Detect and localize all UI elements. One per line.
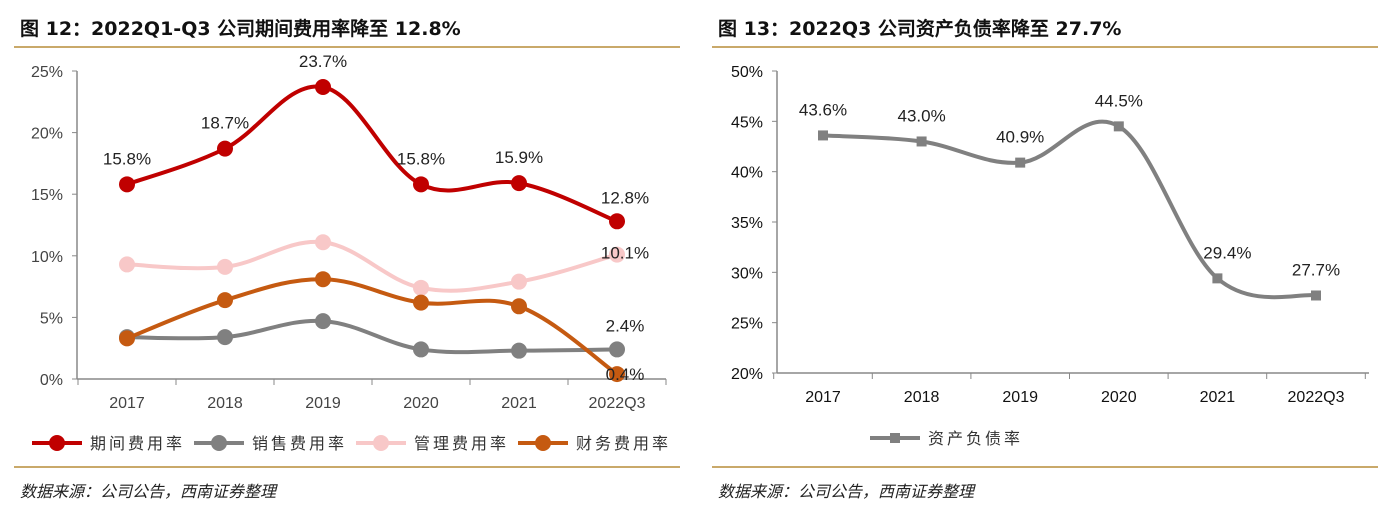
legend-marker <box>49 435 65 451</box>
data-label: 44.5% <box>1095 91 1143 110</box>
x-tick-label: 2017 <box>805 389 841 406</box>
data-label: 2.4% <box>606 316 645 335</box>
data-point <box>1015 157 1026 168</box>
y-tick-label: 45% <box>731 114 763 131</box>
y-tick-label: 40% <box>731 165 763 182</box>
legend-marker <box>211 435 227 451</box>
data-point <box>413 176 429 193</box>
data-point <box>609 341 625 358</box>
legend-marker <box>890 433 900 443</box>
x-tick-label: 2022Q3 <box>589 395 646 412</box>
data-point <box>315 313 331 330</box>
legend-label: 期间费用率 <box>90 435 185 453</box>
data-label: 43.0% <box>897 106 945 125</box>
data-label: 15.8% <box>397 149 445 168</box>
title-rule-left <box>14 46 680 48</box>
y-tick-label: 25% <box>731 316 763 333</box>
series-line-销售费用率 <box>126 318 618 355</box>
data-point <box>413 341 429 358</box>
data-point <box>916 136 927 147</box>
data-point <box>1113 121 1124 132</box>
y-tick-label: 20% <box>31 126 63 143</box>
data-point <box>217 292 233 309</box>
legend-label: 财务费用率 <box>576 435 671 453</box>
data-point <box>413 279 429 296</box>
data-point <box>1212 273 1223 284</box>
y-tick-label: 15% <box>31 187 63 204</box>
data-point <box>315 271 331 288</box>
data-label: 10.1% <box>601 244 649 263</box>
y-tick-label: 20% <box>731 366 763 383</box>
source-note-left: 数据来源：公司公告，西南证券整理 <box>20 482 277 501</box>
legend-marker <box>373 435 389 451</box>
data-label: 27.7% <box>1292 260 1340 279</box>
data-label: 15.8% <box>103 149 151 168</box>
data-point <box>511 175 527 192</box>
x-tick-label: 2019 <box>305 395 341 412</box>
data-point <box>1311 290 1321 301</box>
x-tick-label: 2018 <box>207 395 243 412</box>
x-tick-label: 2019 <box>1002 389 1038 406</box>
y-tick-label: 30% <box>731 265 763 282</box>
legend-label: 销售费用率 <box>252 435 347 453</box>
data-point <box>119 176 135 193</box>
source-note-right: 数据来源：公司公告，西南证券整理 <box>718 482 975 501</box>
data-point <box>119 330 135 347</box>
data-point <box>609 246 625 263</box>
footer-rule-left <box>14 466 680 468</box>
x-tick-label: 2020 <box>403 395 439 412</box>
data-label: 15.9% <box>495 148 543 167</box>
data-label: 43.6% <box>799 100 847 119</box>
y-tick-label: 25% <box>31 64 63 81</box>
data-label: 18.7% <box>201 114 249 133</box>
series-line-资产负债率 <box>822 119 1317 300</box>
legend-label: 管理费用率 <box>414 435 509 453</box>
data-point <box>217 258 233 275</box>
data-point <box>609 213 625 230</box>
data-label: 12.8% <box>601 188 649 207</box>
data-point <box>818 130 828 141</box>
data-point <box>511 273 527 290</box>
x-tick-label: 2022Q3 <box>1288 389 1345 406</box>
data-point <box>511 298 527 315</box>
data-label: 0.4% <box>606 365 645 384</box>
data-label: 40.9% <box>996 128 1044 147</box>
data-point <box>217 329 233 346</box>
chart-title-right: 图 13：2022Q3 公司资产负债率降至 27.7% <box>718 18 1122 40</box>
y-tick-label: 50% <box>731 64 763 81</box>
legend-marker <box>535 435 551 451</box>
data-label: 29.4% <box>1203 243 1251 262</box>
x-tick-label: 2017 <box>109 395 145 412</box>
footer-rule-right <box>712 466 1378 468</box>
title-rule-right <box>712 46 1378 48</box>
series-line-财务费用率 <box>126 277 619 376</box>
data-point <box>315 79 331 96</box>
data-point <box>609 366 625 383</box>
y-tick-label: 35% <box>731 215 763 232</box>
x-tick-label: 2021 <box>1200 389 1236 406</box>
y-tick-label: 10% <box>31 249 63 266</box>
y-tick-label: 5% <box>40 310 63 327</box>
data-point <box>413 294 429 311</box>
series-line-期间费用率 <box>126 84 618 224</box>
data-point <box>315 234 331 251</box>
data-point <box>217 140 233 157</box>
data-point <box>511 342 527 359</box>
x-tick-label: 2021 <box>501 395 537 412</box>
legend-label: 资产负债率 <box>928 430 1023 448</box>
data-point <box>119 256 135 273</box>
series-line-管理费用率 <box>126 239 618 293</box>
x-tick-label: 2020 <box>1101 389 1137 406</box>
chart-title-left: 图 12：2022Q1-Q3 公司期间费用率降至 12.8% <box>20 18 461 40</box>
y-tick-label: 0% <box>40 372 63 389</box>
x-tick-label: 2018 <box>904 389 940 406</box>
data-label: 23.7% <box>299 52 347 71</box>
